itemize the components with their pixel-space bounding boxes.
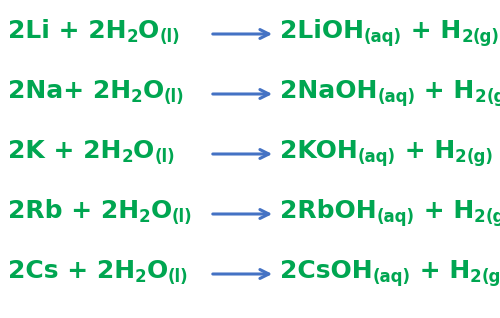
Text: O: O	[151, 199, 172, 223]
Text: 2: 2	[455, 148, 466, 166]
Text: (aq): (aq)	[378, 88, 416, 106]
Text: (g): (g)	[482, 268, 500, 286]
Text: + H: + H	[414, 199, 474, 223]
Text: 2: 2	[135, 268, 147, 286]
Text: (l): (l)	[160, 28, 180, 46]
Text: 2Li + 2H: 2Li + 2H	[8, 19, 126, 43]
Text: O: O	[138, 19, 160, 43]
Text: 2: 2	[474, 208, 486, 226]
Text: O: O	[133, 139, 154, 163]
Text: 2: 2	[461, 28, 473, 46]
Text: 2CsOH: 2CsOH	[280, 259, 372, 283]
Text: 2KOH: 2KOH	[280, 139, 358, 163]
Text: (l): (l)	[168, 268, 188, 286]
Text: 2LiOH: 2LiOH	[280, 19, 364, 43]
Text: + H: + H	[416, 79, 474, 103]
Text: (aq): (aq)	[358, 148, 396, 166]
Text: + H: + H	[402, 19, 461, 43]
Text: 2: 2	[126, 28, 138, 46]
Text: (aq): (aq)	[364, 28, 402, 46]
Text: (g): (g)	[486, 208, 500, 226]
Text: 2: 2	[474, 88, 486, 106]
Text: 2Na+ 2H: 2Na+ 2H	[8, 79, 131, 103]
Text: + H: + H	[410, 259, 470, 283]
Text: (aq): (aq)	[376, 208, 414, 226]
Text: (g): (g)	[466, 148, 493, 166]
Text: 2K + 2H: 2K + 2H	[8, 139, 121, 163]
Text: 2: 2	[470, 268, 482, 286]
Text: (l): (l)	[172, 208, 193, 226]
Text: 2: 2	[122, 148, 133, 166]
Text: 2: 2	[139, 208, 151, 226]
Text: (g): (g)	[486, 88, 500, 106]
Text: (g): (g)	[473, 28, 500, 46]
Text: 2RbOH: 2RbOH	[280, 199, 376, 223]
Text: O: O	[147, 259, 168, 283]
Text: O: O	[143, 79, 164, 103]
Text: (l): (l)	[154, 148, 175, 166]
Text: 2Rb + 2H: 2Rb + 2H	[8, 199, 139, 223]
Text: (l): (l)	[164, 88, 184, 106]
Text: + H: + H	[396, 139, 455, 163]
Text: 2: 2	[131, 88, 143, 106]
Text: 2Cs + 2H: 2Cs + 2H	[8, 259, 135, 283]
Text: (aq): (aq)	[372, 268, 410, 286]
Text: 2NaOH: 2NaOH	[280, 79, 378, 103]
